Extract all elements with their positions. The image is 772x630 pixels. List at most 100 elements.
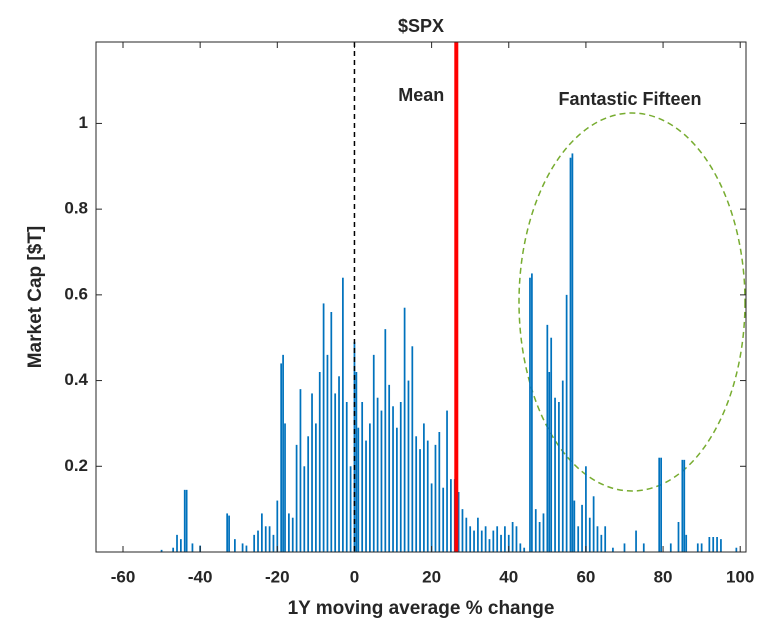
bar [380, 410, 383, 552]
bar [423, 423, 425, 552]
bar [372, 354, 375, 552]
x-tick-label: 20 [422, 567, 441, 586]
bar [504, 526, 506, 552]
bar [565, 294, 568, 552]
bar [681, 459, 684, 552]
bar [519, 543, 522, 552]
x-tick-label: -60 [111, 567, 136, 586]
bar [511, 522, 514, 552]
bar [596, 526, 599, 552]
x-axis-label: 1Y moving average % change [288, 598, 555, 619]
bar [411, 346, 414, 552]
bar [365, 440, 367, 552]
bar [245, 545, 248, 552]
bar [357, 427, 360, 552]
y-tick-label: 1 [79, 113, 88, 132]
x-tick-label: -40 [188, 567, 213, 586]
bar [700, 543, 703, 552]
x-tick-label: 100 [726, 567, 754, 586]
bar [284, 423, 286, 552]
bar [228, 515, 230, 552]
bar [160, 549, 163, 552]
bar [669, 543, 672, 552]
bar [469, 526, 472, 552]
bar [542, 513, 545, 552]
bar [426, 440, 429, 552]
bar [635, 530, 637, 552]
bar [226, 513, 229, 552]
bar [712, 537, 715, 552]
highlight-ellipse [518, 112, 746, 492]
bar [571, 153, 574, 552]
bar [696, 543, 699, 552]
bar [577, 526, 580, 552]
annotation: Fantastic Fifteen [558, 89, 701, 109]
bar [403, 307, 406, 552]
bar [446, 410, 448, 552]
bar [282, 354, 284, 552]
bar [561, 380, 564, 552]
bar [585, 466, 587, 552]
bar [272, 534, 275, 552]
bar [569, 157, 572, 552]
bar [507, 534, 510, 552]
bar [264, 526, 267, 552]
bar [369, 423, 371, 552]
x-tick-label: -20 [265, 567, 290, 586]
bar [515, 526, 518, 552]
bar [430, 483, 433, 552]
bar [349, 466, 352, 552]
bar [531, 273, 533, 552]
bar [322, 303, 325, 552]
bar [473, 530, 475, 552]
bar [581, 504, 583, 552]
y-tick-label: 0.8 [64, 199, 88, 218]
bar [334, 393, 337, 552]
bar [303, 466, 306, 552]
bar [716, 537, 718, 552]
bar [311, 393, 313, 552]
y-tick-label: 0.4 [64, 370, 88, 389]
bar [172, 547, 175, 552]
bar [342, 277, 344, 552]
bar [355, 372, 358, 552]
bar [396, 427, 398, 552]
bar [683, 459, 686, 552]
bar [295, 444, 298, 552]
bar [592, 496, 595, 552]
bar [623, 543, 626, 552]
bar [480, 530, 483, 552]
bar [450, 479, 452, 552]
bar [183, 489, 186, 552]
bar [457, 492, 460, 552]
bar [538, 522, 541, 552]
bar [415, 436, 418, 552]
bar [330, 312, 333, 552]
chart-title: $SPX [398, 16, 444, 36]
bar [307, 436, 310, 552]
bar [573, 500, 576, 552]
bar [261, 513, 263, 552]
bar [185, 489, 188, 552]
bar [268, 526, 271, 552]
bar [708, 537, 711, 552]
bar [465, 517, 468, 552]
bar [399, 402, 402, 552]
bar [685, 534, 688, 552]
y-tick-label: 0.2 [64, 456, 88, 475]
bar [176, 534, 178, 552]
bar [338, 376, 340, 552]
bar [438, 432, 441, 552]
bar [253, 534, 256, 552]
x-tick-label: 80 [654, 567, 673, 586]
bar [612, 547, 614, 552]
bar [604, 526, 607, 552]
plot-frame [95, 41, 747, 553]
bar [642, 543, 645, 552]
x-tick-label: 60 [576, 567, 595, 586]
bar [546, 324, 549, 552]
y-tick-label: 0.6 [64, 284, 88, 303]
bar [484, 526, 487, 552]
bar [461, 509, 464, 552]
